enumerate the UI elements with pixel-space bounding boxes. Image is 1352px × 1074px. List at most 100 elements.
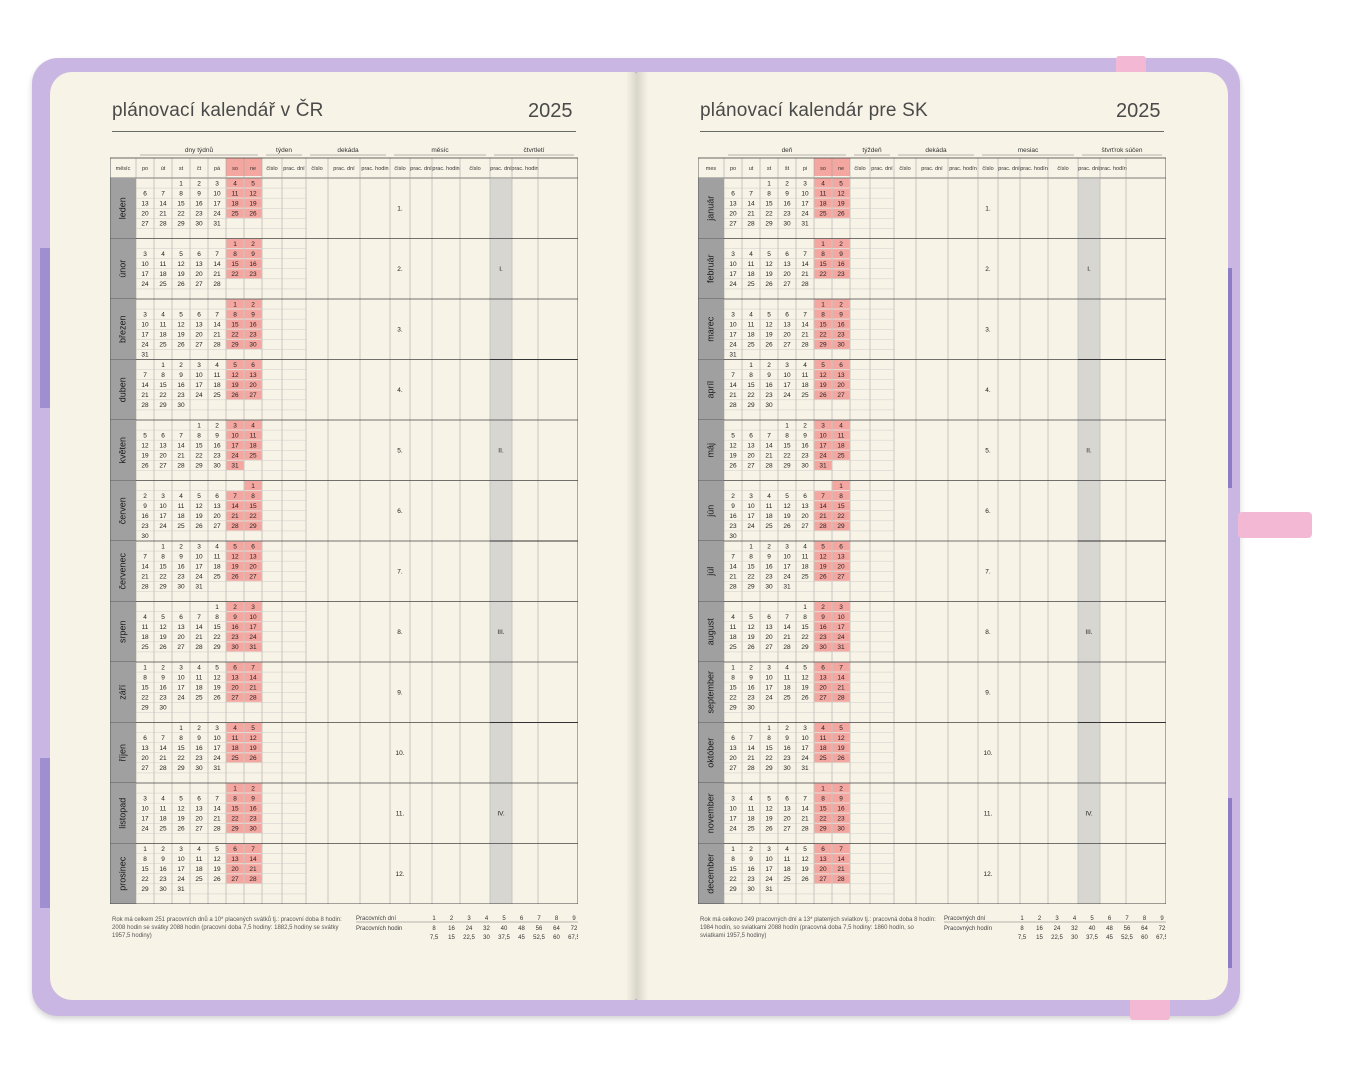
left-day-number: 11 [178,503,185,510]
right-day-number: 18 [747,332,755,339]
right-day-number: 1 [767,725,771,732]
left-day-number: 14 [213,321,221,328]
left-weekend-cell [244,360,262,370]
left-day-number: 26 [141,463,149,470]
right-weekend-cell [832,259,850,269]
right-day-number: 28 [801,281,809,288]
right-day-number: 21 [801,332,809,339]
left-weekend-cell [226,803,244,813]
right-day-number: 31 [801,765,809,772]
left-day-number: 14 [249,856,257,863]
left-day-number: 11 [232,735,239,742]
right-day-number: 27 [819,695,827,702]
right-day-number: 5 [767,251,771,258]
left-month-number: 9. [397,689,403,696]
right-weekend-cell [814,450,832,460]
right-day-number: 5 [749,614,753,621]
right-day-number: 30 [783,221,791,228]
right-footer-hour8: 32 [1071,926,1078,932]
right-weekend-cell [832,309,850,319]
right-footer-hour75: 30 [1071,935,1078,941]
left-month-tab [110,601,136,662]
right-footer-hour75: 52,5 [1121,935,1133,941]
right-day-number: 4 [767,493,771,500]
left-weekend-cell [226,198,244,208]
left-day-number: 15 [159,563,167,570]
left-day-number: 13 [195,261,203,268]
right-day-number: 16 [765,382,773,389]
right-day-number: 17 [765,866,773,873]
left-day-number: 12 [231,553,239,560]
left-day-number: 7 [251,664,255,671]
right-day-number: 25 [747,281,755,288]
right-day-number: 4 [749,251,753,258]
right-day-number: 4 [731,614,735,621]
right-col-header: pi [803,166,807,172]
right-weekend-cell [832,602,850,612]
left-day-number: 18 [249,442,257,449]
left-footer-day: 1 [432,916,436,922]
right-day-number: 1 [731,664,735,671]
right-day-number: 2 [821,604,825,611]
left-day-number: 5 [233,543,237,550]
right-day-number: 18 [747,816,755,823]
right-day-number: 26 [819,392,827,399]
left-day-number: 18 [213,563,221,570]
right-title-rule [700,131,1164,132]
right-day-number: 29 [747,402,755,409]
right-day-number: 29 [729,886,737,893]
right-day-number: 22 [801,634,809,641]
left-day-number: 9 [143,503,147,510]
left-month-label: duben [117,377,127,402]
right-day-number: 14 [783,624,791,631]
left-day-number: 18 [231,745,239,752]
left-day-number: 11 [196,856,203,863]
left-day-number: 8 [251,493,255,500]
left-day-number: 21 [159,211,167,218]
right-col-header: prac. hodín [1099,166,1127,172]
elastic-closure[interactable] [1238,512,1312,538]
right-day-number: 6 [821,664,825,671]
right-month-label: január [705,196,715,222]
right-weekend-cell [814,309,832,319]
left-month-label: červenec [117,552,127,589]
right-day-number: 18 [801,382,809,389]
right-day-number: 8 [749,372,753,379]
left-day-number: 10 [213,735,221,742]
right-day-number: 21 [729,392,737,399]
left-day-number: 13 [213,503,221,510]
left-col-header: prac. hodin [361,166,388,172]
right-weekend-cell [832,299,850,309]
right-day-number: 7 [839,664,843,671]
right-day-number: 7 [839,846,843,853]
left-day-number: 10 [213,190,221,197]
right-month-label: február [705,254,715,283]
left-day-number: 7 [179,432,183,439]
left-month-tab [110,359,136,420]
left-day-number: 3 [143,795,147,802]
right-day-number: 18 [783,684,791,691]
left-day-number: 12 [213,674,221,681]
left-weekend-cell [226,612,244,622]
left-day-number: 17 [231,442,239,449]
right-weekend-cell [814,813,832,823]
left-footer-hour8: 48 [518,926,525,932]
left-footer-hour8: 64 [553,926,560,932]
left-day-number: 23 [195,755,203,762]
right-day-number: 28 [729,402,737,409]
left-weekend-cell [244,430,262,440]
right-day-number: 3 [731,795,735,802]
left-day-number: 22 [231,332,239,339]
right-day-number: 30 [783,765,791,772]
right-day-number: 7 [785,614,789,621]
right-day-number: 15 [819,261,827,268]
left-weekend-cell [244,370,262,380]
right-month-tab [698,783,724,844]
left-day-number: 25 [195,876,203,883]
right-day-number: 19 [819,382,827,389]
right-day-number: 28 [747,765,755,772]
right-day-number: 6 [731,735,735,742]
left-footer-hour75: 45 [518,935,525,941]
left-day-number: 31 [177,886,185,893]
right-col-header: ut [749,166,754,172]
